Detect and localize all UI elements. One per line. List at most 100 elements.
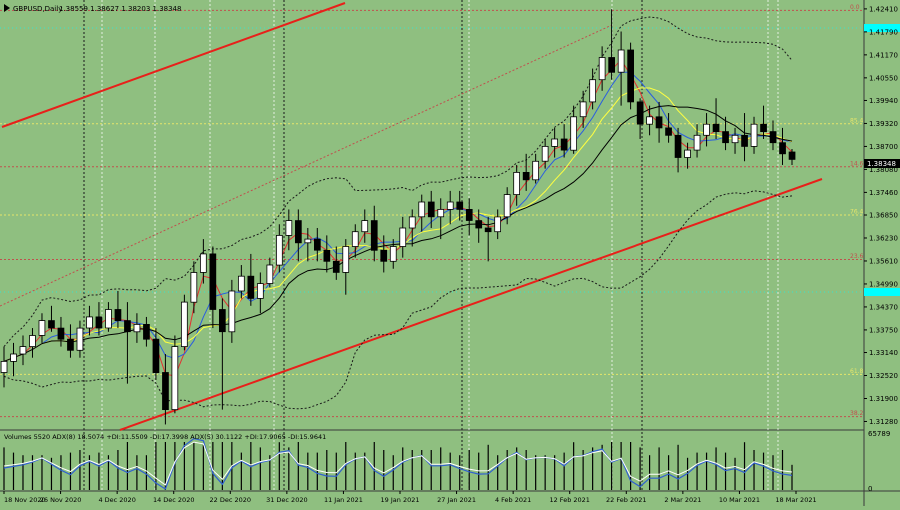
adx-line-blue: [3, 437, 793, 490]
date-tick-label: 31 Dec 2020: [266, 496, 308, 504]
candle-body-bear: [48, 320, 55, 329]
candle: [342, 239, 350, 295]
date-tick-label: 18 Nov 2020: [4, 496, 46, 504]
candle: [484, 216, 492, 262]
candle-body-bear: [560, 138, 568, 151]
candle-body-bear: [294, 220, 302, 244]
candle-body-bull: [285, 220, 293, 236]
price-tick-label: 1.39320: [869, 120, 898, 128]
candle-body-bull: [228, 290, 236, 333]
current-price-label: 1.38348: [867, 160, 896, 168]
candle-body-bull: [133, 323, 141, 333]
candle-body-bear: [143, 323, 150, 340]
candle-body-bear: [124, 320, 131, 333]
candle-body-bear: [67, 338, 74, 351]
candle: [598, 46, 606, 91]
candle-body-bull: [351, 231, 359, 247]
candle-body-bull: [513, 171, 521, 195]
candle: [636, 98, 644, 140]
price-tick-label: 1.32520: [869, 372, 898, 380]
date-tick-label: 11 Jan 2021: [324, 496, 363, 504]
price-tick-label: 1.41170: [869, 51, 898, 59]
candle: [380, 235, 388, 273]
candle: [323, 235, 331, 273]
indicator-title: Volumes 5520 ADX(8) 18.5074 +DI:11.5509 …: [4, 433, 326, 441]
chart-header: GBPUSD,Daily 1.38559 1.38627 1.38203 1.3…: [4, 4, 181, 13]
bollinger-lower: [3, 190, 793, 410]
bollinger-bands: [3, 16, 793, 410]
candle-body-bull: [190, 272, 198, 303]
candle-body-bull: [408, 216, 416, 229]
adx-line-white: [3, 441, 793, 486]
price-tick-label: 1.33140: [869, 349, 898, 357]
candle-body-bull: [29, 335, 36, 348]
candle: [86, 305, 93, 336]
indicator-scale-bottom: 0: [868, 485, 872, 493]
price-tick-label: 1.39940: [869, 97, 898, 105]
candle-body-bear: [722, 131, 729, 144]
date-tick-label: 22 Dec 2020: [210, 496, 252, 504]
current-price-box: [864, 159, 900, 168]
candle-body-bull: [180, 301, 188, 348]
candle-body-bear: [475, 220, 483, 229]
candle: [95, 302, 103, 336]
candle-body-bull: [646, 116, 653, 125]
candle: [10, 342, 17, 377]
candle: [38, 313, 46, 343]
candle: [133, 313, 141, 343]
date-tick-label: 10 Mar 2021: [719, 496, 760, 504]
candle: [171, 335, 179, 414]
candle-body-bull: [76, 327, 84, 351]
fibo-label: 76.4: [850, 209, 864, 216]
fibo-label: 23.6: [850, 253, 864, 260]
candle-body-bear: [370, 220, 378, 251]
candle: [285, 209, 293, 251]
candle-body-bear: [779, 142, 786, 155]
candle: [779, 127, 786, 165]
candle-body-bear: [674, 134, 682, 158]
candle-body-bear: [456, 201, 464, 210]
candle-body-bear: [741, 134, 748, 147]
candle: [532, 153, 540, 184]
candle-body-bull: [399, 227, 407, 247]
candle: [237, 265, 245, 299]
candle-body-bull: [617, 49, 625, 73]
candle-body-bull: [342, 246, 350, 273]
candle: [475, 209, 483, 243]
symbol-arrow-icon: [4, 4, 10, 12]
candle-body-bear: [323, 249, 331, 262]
candle: [788, 149, 796, 165]
candle-body-bull: [494, 216, 502, 233]
candle: [76, 320, 84, 358]
candle: [465, 198, 473, 236]
candle: [124, 302, 131, 384]
candle: [370, 205, 378, 262]
trend-channel: [0, 2, 823, 431]
candle-body-bear: [152, 338, 160, 374]
cyan-axis-marker-upper: [864, 24, 900, 32]
candle: [731, 127, 739, 154]
candle: [408, 209, 416, 247]
candle: [266, 257, 274, 288]
candle-body-bull: [105, 309, 112, 329]
candle-body-bull: [19, 346, 27, 355]
price-tick-label: 1.37460: [869, 189, 898, 197]
candle-body-bull: [570, 116, 578, 151]
candle-body-bull: [10, 353, 17, 362]
candle: [313, 227, 321, 262]
candle: [256, 272, 264, 314]
candle: [665, 113, 672, 143]
candle-body-bear: [484, 227, 492, 233]
candle-body-bear: [313, 238, 321, 251]
candle: [655, 101, 663, 143]
candle-body-bear: [627, 49, 635, 103]
candle: [361, 209, 369, 243]
candle: [541, 139, 549, 169]
candle-body-bull: [541, 145, 549, 162]
candle-body-bull: [446, 201, 454, 210]
candle: [769, 120, 777, 151]
